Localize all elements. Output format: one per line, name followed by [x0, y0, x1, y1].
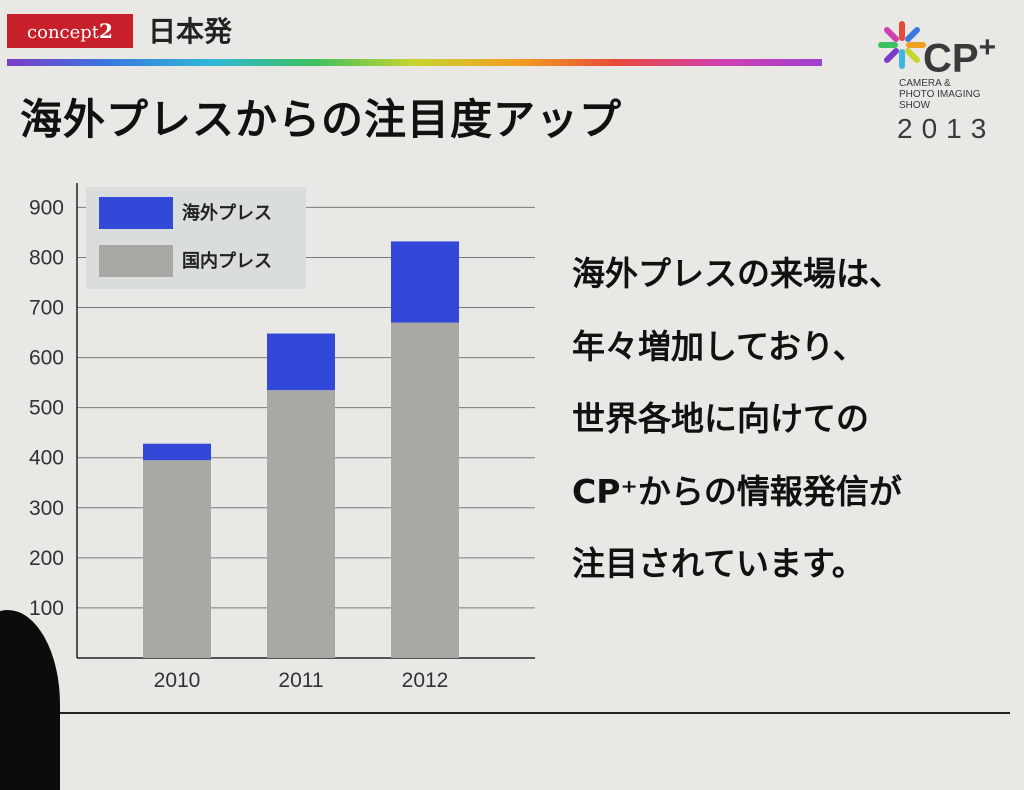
y-tick-label: 500 [29, 397, 64, 420]
badge-number: 2 [99, 19, 113, 43]
bar-segment [267, 390, 335, 658]
bar-segment [143, 443, 211, 461]
bottom-rule [52, 712, 1010, 714]
legend-label: 海外プレス [182, 202, 272, 224]
logo-text: CP+ [923, 28, 996, 78]
body-line: CP⁺からの情報発信が [572, 471, 902, 511]
logo-mark: CP [923, 36, 979, 81]
concept-badge: concept2 [7, 14, 133, 48]
body-line: 世界各地に向けての [572, 399, 869, 438]
section-title: 日本発 [148, 15, 233, 48]
bar-segment [267, 333, 335, 391]
y-tick-label: 300 [29, 497, 64, 520]
body-line: 海外プレスの来場は、 [572, 254, 902, 293]
x-tick-label: 2012 [402, 669, 449, 692]
sparkle-icon [878, 21, 926, 69]
badge-word: concept [27, 22, 100, 43]
slide-body-text: 海外プレスの来場は、 年々増加しており、 世界各地に向けての CP⁺からの情報発… [572, 238, 1012, 601]
y-tick-label: 100 [29, 597, 64, 620]
bar-segment [391, 241, 459, 323]
y-tick-label: 400 [29, 447, 64, 470]
slide-title: 海外プレスからの注目度アップ [20, 95, 623, 144]
logo-year: 2013 [897, 113, 996, 144]
bar-segment [391, 322, 459, 658]
y-tick-label: 600 [29, 347, 64, 370]
body-line: 注目されています。 [572, 544, 865, 583]
legend-label: 国内プレス [182, 250, 272, 272]
y-tick-label: 200 [29, 547, 64, 570]
legend-swatch [99, 245, 173, 277]
y-tick-label: 800 [29, 246, 64, 269]
cp-plus-logo: CP+ CAMERA & PHOTO IMAGING SHOW 2013 [875, 18, 1015, 148]
x-tick-label: 2010 [154, 669, 201, 692]
x-tick-label: 2011 [278, 669, 323, 692]
y-tick-label: 900 [29, 196, 64, 219]
y-tick-label: 700 [29, 297, 64, 320]
logo-plus: + [978, 31, 997, 64]
bar-segment [143, 460, 211, 658]
legend-swatch [99, 197, 173, 229]
logo-subtitle-line: CAMERA & [899, 78, 951, 89]
body-line: 年々増加しており、 [572, 326, 866, 366]
stacked-bar-chart: 100 200 300 400 500 600 700 800 900 2010 2011 2012 海… [29, 183, 535, 692]
logo-subtitle: CAMERA & PHOTO IMAGING SHOW [899, 78, 1014, 111]
rainbow-divider [7, 59, 822, 66]
logo-subtitle-line: SHOW [899, 100, 931, 111]
logo-subtitle-line: PHOTO IMAGING [899, 89, 981, 100]
presentation-slide: concept2 日本発 CP+ CAMERA & PHOTO IMAGING … [0, 14, 1015, 790]
